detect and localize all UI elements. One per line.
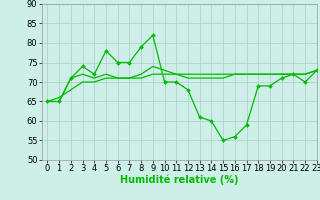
X-axis label: Humidité relative (%): Humidité relative (%) [120,175,238,185]
